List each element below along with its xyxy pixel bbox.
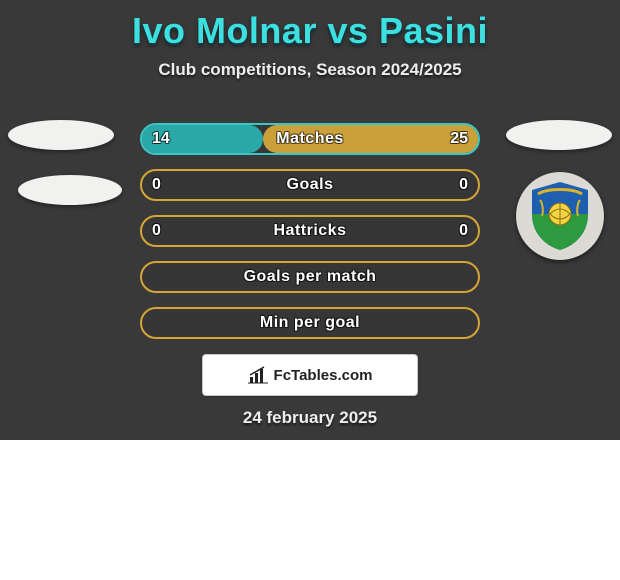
stat-bar: Goals per match <box>140 261 480 293</box>
stat-label: Goals per match <box>244 268 377 286</box>
card-subtitle: Club competitions, Season 2024/2025 <box>0 60 620 80</box>
stat-bar: 0 0 Hattricks <box>140 215 480 247</box>
brand-chart-icon <box>248 365 268 385</box>
comparison-card: Ivo Molnar vs Pasini Club competitions, … <box>0 0 620 440</box>
stat-value-left: 0 <box>152 176 161 194</box>
brand-label: FcTables.com <box>274 367 373 384</box>
stat-label: Goals <box>287 176 334 194</box>
stat-row: 0 0 Goals <box>0 162 620 208</box>
stat-row: 14 25 Matches <box>0 116 620 162</box>
stat-rows: 14 25 Matches 0 0 Goals 0 0 Hattricks Goals per m… <box>0 116 620 346</box>
stat-row: Goals per match <box>0 254 620 300</box>
stat-label: Hattricks <box>274 222 347 240</box>
stat-bar: 0 0 Goals <box>140 169 480 201</box>
stat-value-right: 25 <box>450 130 468 148</box>
stat-bar: Min per goal <box>140 307 480 339</box>
stat-label: Min per goal <box>260 314 360 332</box>
card-date: 24 february 2025 <box>0 408 620 428</box>
stat-value-left: 14 <box>152 130 170 148</box>
stat-bar: 14 25 Matches <box>140 123 480 155</box>
card-title: Ivo Molnar vs Pasini <box>0 0 620 52</box>
stat-row: Min per goal <box>0 300 620 346</box>
stat-value-right: 0 <box>459 222 468 240</box>
stat-value-left: 0 <box>152 222 161 240</box>
stat-label: Matches <box>276 130 344 148</box>
stat-value-right: 0 <box>459 176 468 194</box>
stat-row: 0 0 Hattricks <box>0 208 620 254</box>
brand-box: FcTables.com <box>202 354 418 396</box>
